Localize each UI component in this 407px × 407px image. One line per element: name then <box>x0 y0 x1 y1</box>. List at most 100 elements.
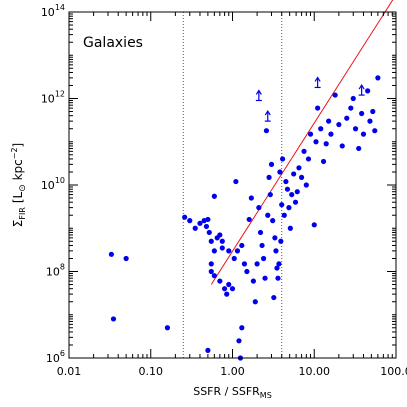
data-point <box>208 268 214 275</box>
y-tick-base: 10 <box>41 93 55 106</box>
data-point <box>318 126 324 132</box>
y-tick-label: 106 <box>46 349 65 365</box>
data-point <box>208 238 214 244</box>
data-point <box>217 278 223 284</box>
data-point <box>372 128 378 134</box>
data-point <box>236 338 242 344</box>
x-axis-label-main: SSFR / SSFR <box>193 385 260 398</box>
data-point <box>182 214 188 220</box>
data-point <box>224 291 230 297</box>
data-point <box>123 255 129 262</box>
x-tick-label: 1.00 <box>220 365 245 378</box>
chart-annotation: Galaxies <box>83 35 143 51</box>
fit-line <box>210 0 394 285</box>
data-point <box>219 245 225 251</box>
data-point <box>211 248 217 254</box>
y-axis-label-unit: kpc <box>11 159 25 184</box>
data-point <box>197 220 203 226</box>
data-point <box>279 156 286 162</box>
data-point <box>279 202 285 208</box>
data-point <box>244 268 250 275</box>
data-point <box>305 156 312 162</box>
data-point <box>270 218 276 224</box>
data-point <box>219 238 225 244</box>
y-tick-exponent: 8 <box>60 263 65 272</box>
data-point <box>272 235 278 241</box>
data-points <box>108 75 381 361</box>
data-point <box>365 88 371 94</box>
data-point <box>241 261 248 267</box>
data-point <box>315 105 321 111</box>
data-point <box>328 131 334 137</box>
y-tick-exponent: 10 <box>55 176 65 185</box>
data-point <box>375 75 381 81</box>
x-axis-ticks: 0.01 0.10 1.00 10.00 100.0 <box>57 12 407 378</box>
data-point <box>294 189 300 195</box>
data-point <box>262 275 268 281</box>
y-tick-base: 10 <box>46 352 60 365</box>
data-point <box>359 110 365 117</box>
data-point <box>292 199 299 205</box>
data-point <box>217 232 223 238</box>
y-tick-label: 1014 <box>41 3 65 19</box>
x-tick-label: 100.0 <box>380 365 407 378</box>
y-tick-base: 10 <box>46 266 60 279</box>
data-point <box>296 165 302 171</box>
data-point <box>226 281 232 288</box>
data-point <box>239 325 245 331</box>
data-point <box>286 205 292 211</box>
data-point <box>332 92 338 98</box>
y-tick-exponent: 12 <box>55 90 65 99</box>
data-point <box>289 191 295 198</box>
data-point <box>206 229 212 236</box>
data-point <box>265 212 271 218</box>
data-point <box>320 158 327 165</box>
data-point <box>281 212 287 218</box>
data-point <box>205 347 211 353</box>
y-tick-exponent: 6 <box>60 349 65 358</box>
data-point <box>231 255 237 262</box>
x-axis-label: SSFR / SSFRMS <box>193 385 272 400</box>
data-point <box>336 121 342 128</box>
data-point <box>221 286 228 292</box>
y-tick-label: 108 <box>46 263 65 279</box>
data-point <box>356 145 362 152</box>
data-point <box>260 255 267 262</box>
data-point <box>268 161 275 167</box>
y-axis-label-close: ] <box>11 143 25 148</box>
x-tick-label: 0.10 <box>139 365 164 378</box>
data-point <box>273 248 279 254</box>
data-point <box>250 278 256 284</box>
data-point <box>291 171 297 177</box>
data-point <box>367 118 373 124</box>
data-point <box>348 105 354 111</box>
y-tick-label: 1012 <box>41 90 65 106</box>
data-point <box>283 178 289 185</box>
data-point <box>311 222 317 228</box>
data-point <box>187 218 193 224</box>
data-point <box>271 294 277 301</box>
data-point <box>267 191 273 198</box>
lower-limit-markers <box>255 76 365 122</box>
data-point <box>254 261 260 267</box>
y-tick-base: 10 <box>41 179 55 192</box>
data-point <box>229 286 236 292</box>
data-point <box>259 242 265 249</box>
data-point <box>360 131 367 137</box>
data-point <box>275 275 281 281</box>
data-point <box>301 148 307 154</box>
y-axis-label-exp: −2 <box>10 147 19 159</box>
data-point <box>287 225 293 231</box>
fit-line-layer <box>210 0 394 285</box>
lower-limit-arrowhead <box>264 109 271 116</box>
lower-limit-arrowhead <box>314 76 321 82</box>
data-point <box>323 141 329 147</box>
data-point <box>339 143 345 149</box>
data-point <box>278 238 284 244</box>
data-point <box>274 265 280 271</box>
data-point <box>263 128 270 134</box>
data-point <box>233 178 239 185</box>
y-tick-exponent: 14 <box>55 3 65 12</box>
